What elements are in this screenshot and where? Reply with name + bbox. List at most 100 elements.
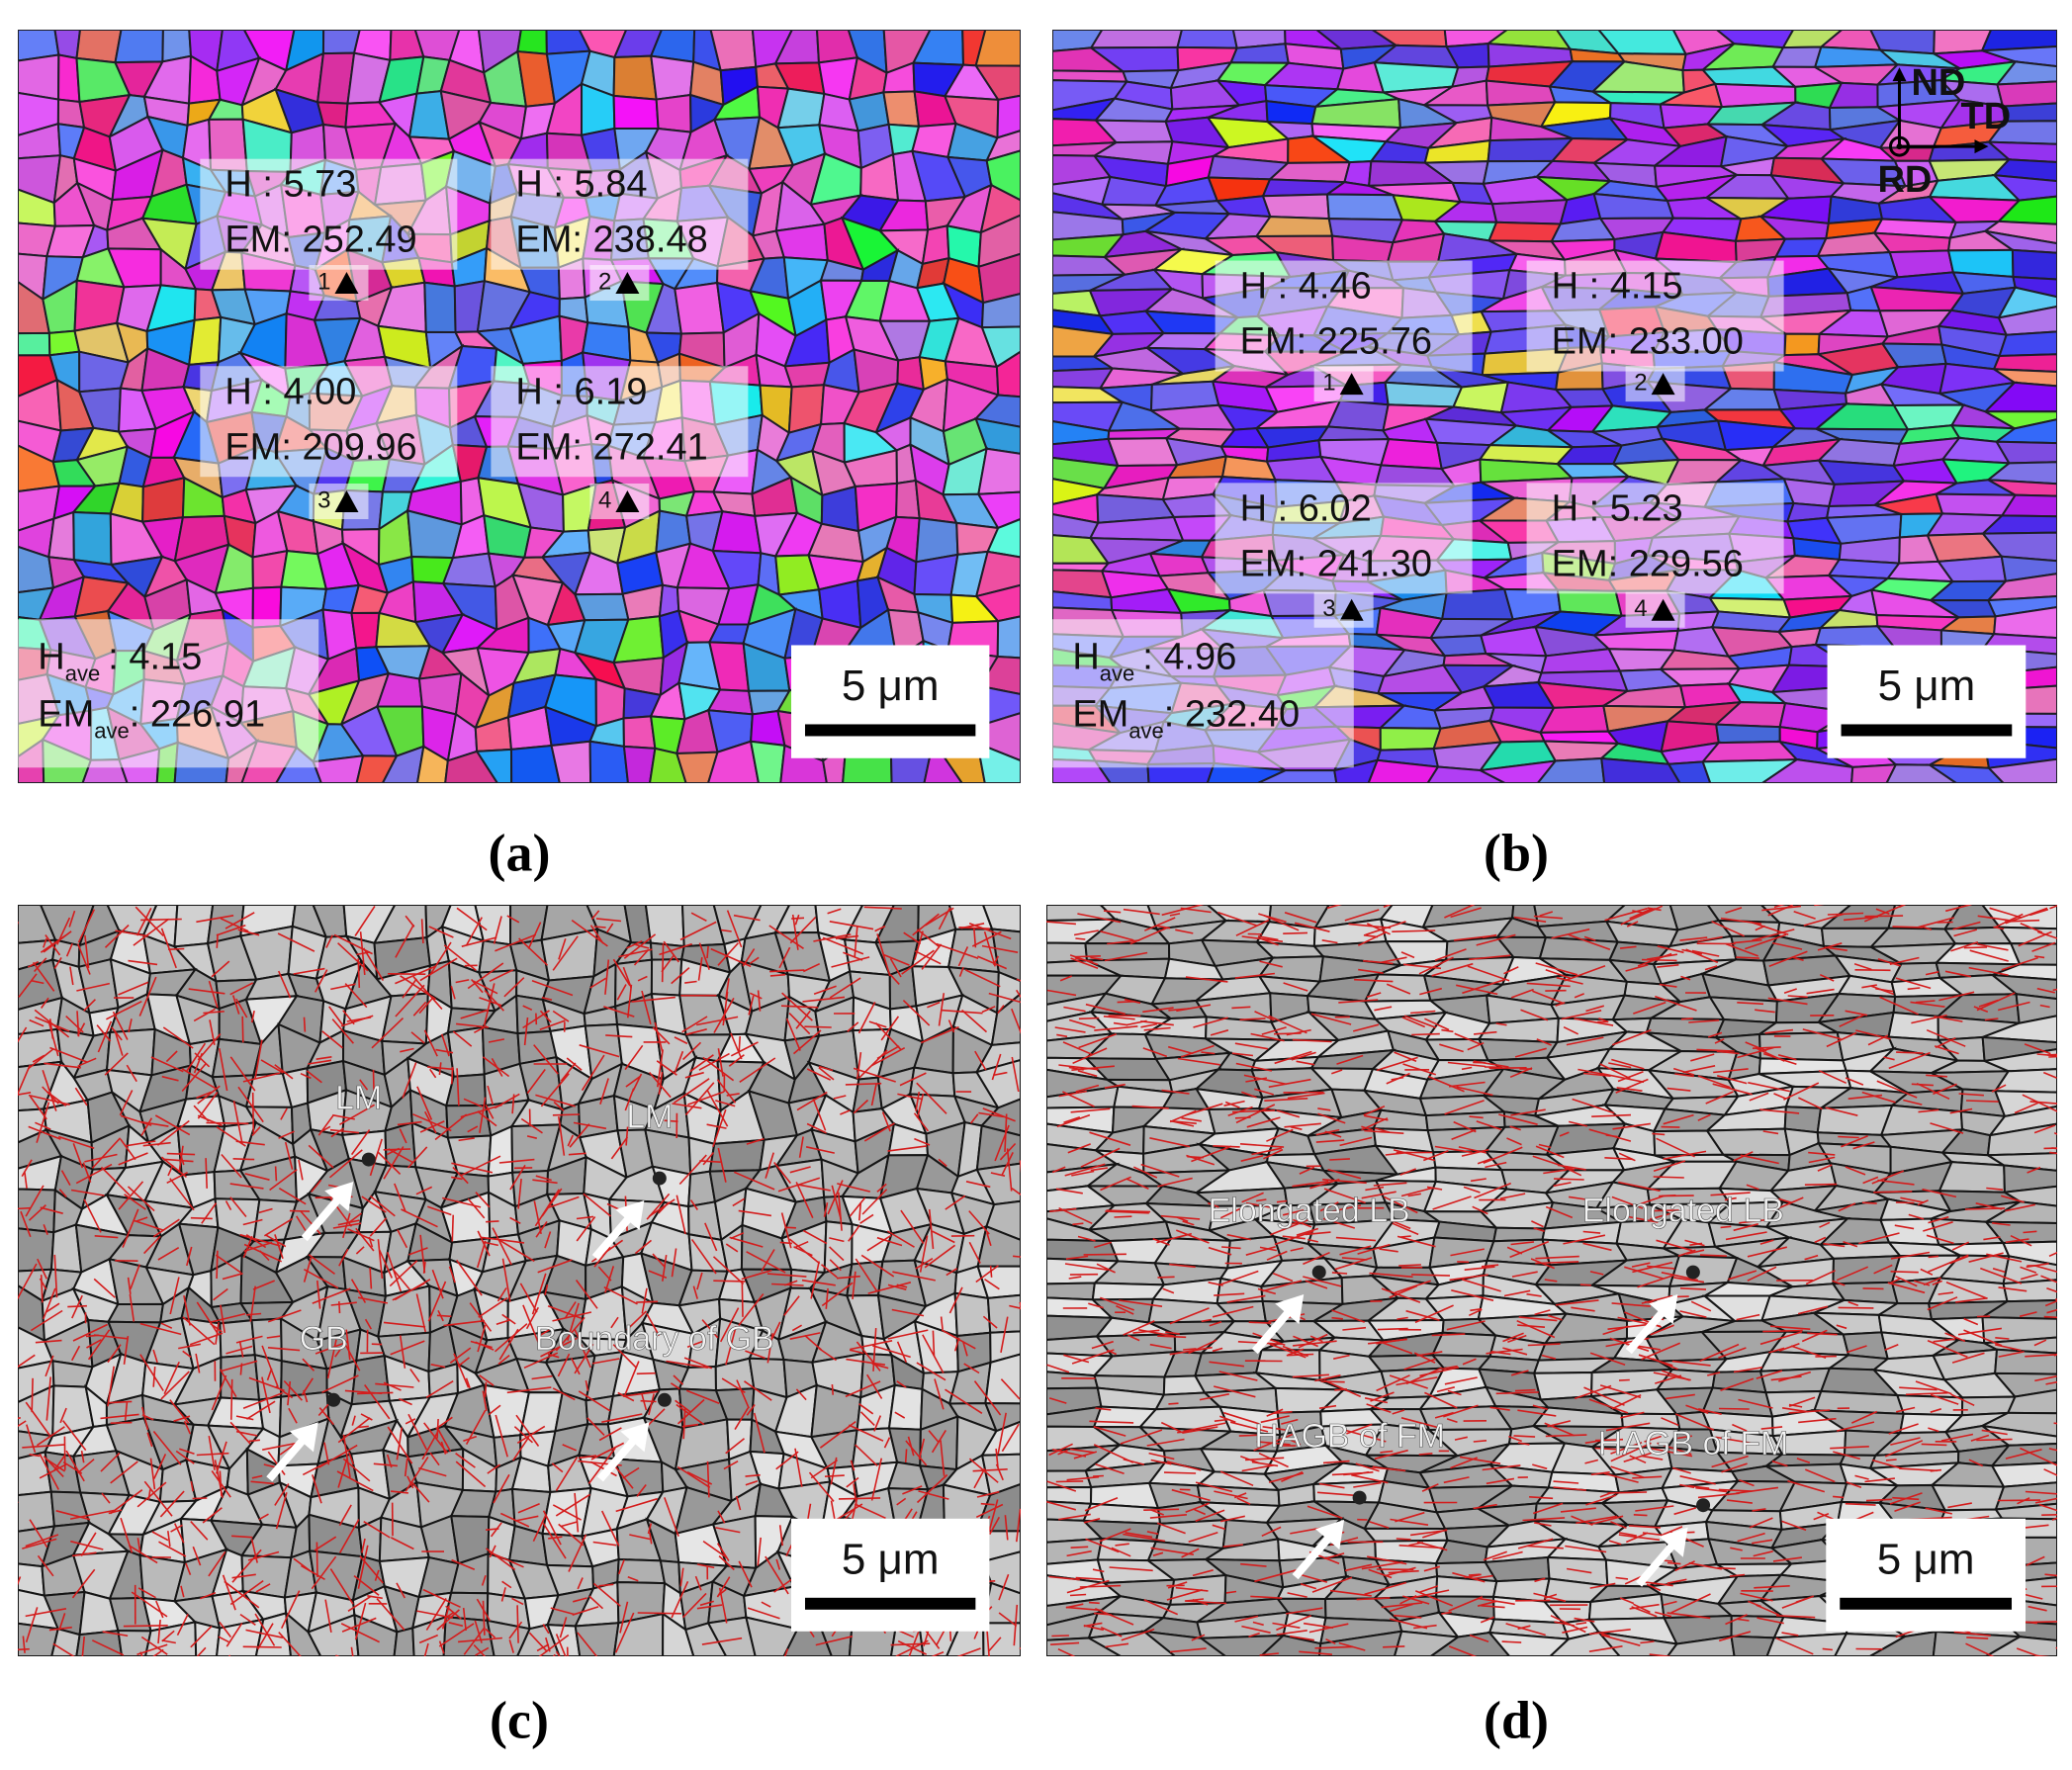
misorientation-line <box>71 1294 83 1319</box>
misorientation-line <box>1064 1163 1106 1177</box>
misorientation-line <box>1569 1120 1588 1127</box>
misorientation-line <box>93 1278 116 1298</box>
misorientation-line <box>62 1420 87 1452</box>
misorientation-line <box>258 1513 269 1521</box>
misorientation-line <box>1470 1178 1486 1183</box>
misorientation-line <box>115 929 148 937</box>
grain <box>1984 1152 2057 1172</box>
grain <box>188 315 223 367</box>
misorientation-line <box>1410 1010 1436 1015</box>
misorientation-line <box>452 1030 473 1047</box>
misorientation-line <box>590 1442 625 1460</box>
grain <box>745 1616 799 1656</box>
misorientation-line <box>785 1018 801 1051</box>
misorientation-line <box>501 1313 516 1325</box>
misorientation-line <box>186 1042 207 1072</box>
misorientation-line <box>412 1001 427 1017</box>
misorientation-line <box>649 1532 653 1545</box>
misorientation-line <box>725 1438 746 1455</box>
misorientation-line <box>683 1357 713 1370</box>
misorientation-line <box>991 1053 1002 1081</box>
grain <box>18 331 51 357</box>
misorientation-line <box>1156 1522 1186 1535</box>
misorientation-line <box>589 977 607 989</box>
misorientation-line <box>968 922 1012 940</box>
misorientation-line <box>1667 1578 1687 1584</box>
misorientation-line <box>165 1050 178 1063</box>
misorientation-line <box>202 1507 223 1524</box>
misorientation-line <box>338 1504 352 1527</box>
misorientation-line <box>167 1164 174 1177</box>
misorientation-line <box>902 1485 923 1495</box>
misorientation-line <box>1006 1148 1013 1192</box>
misorientation-line <box>1395 1280 1432 1294</box>
misorientation-line <box>192 1546 202 1566</box>
misorientation-line <box>1168 1402 1179 1405</box>
misorientation-line <box>796 1091 828 1111</box>
misorientation-line <box>1303 1251 1330 1266</box>
grain <box>1994 1481 2057 1511</box>
misorientation-line <box>344 983 368 1009</box>
grain <box>977 214 1021 269</box>
misorientation-line <box>647 1523 653 1535</box>
misorientation-line <box>211 960 230 978</box>
misorientation-line <box>579 1044 620 1058</box>
grain <box>1989 973 2057 1001</box>
misorientation-line <box>1182 1220 1195 1226</box>
misorientation-line <box>663 940 679 963</box>
grain <box>1993 418 2057 445</box>
misorientation-line <box>899 1072 927 1087</box>
misorientation-line <box>429 941 452 976</box>
misorientation-line <box>501 1580 512 1589</box>
misorientation-line <box>101 1492 111 1504</box>
misorientation-line <box>907 1436 915 1457</box>
misorientation-line <box>1152 1551 1164 1556</box>
misorientation-line <box>627 984 633 1018</box>
misorientation-line <box>778 946 791 969</box>
misorientation-line <box>1920 1268 1934 1276</box>
misorientation-line <box>916 1473 948 1504</box>
misorientation-line <box>2046 1308 2057 1314</box>
misorientation-line <box>190 1521 209 1541</box>
grain <box>1715 723 1781 745</box>
misorientation-line <box>29 1096 47 1120</box>
misorientation-line <box>1644 1435 1662 1443</box>
misorientation-line <box>183 1420 192 1435</box>
misorientation-line <box>1094 1241 1112 1249</box>
misorientation-line <box>889 974 900 985</box>
misorientation-line <box>1217 911 1257 927</box>
misorientation-line <box>2033 1339 2047 1347</box>
misorientation-line <box>1641 1580 1673 1587</box>
grain <box>1441 587 1515 621</box>
misorientation-line <box>328 1006 344 1025</box>
marker-box <box>309 484 369 520</box>
misorientation-line <box>430 1364 446 1369</box>
grain <box>1996 80 2057 108</box>
misorientation-line <box>574 1492 580 1533</box>
misorientation-line <box>238 1341 244 1358</box>
misorientation-line <box>492 1227 512 1266</box>
misorientation-line <box>1823 1242 1846 1248</box>
misorientation-line <box>819 1420 856 1449</box>
misorientation-line <box>659 942 692 956</box>
misorientation-line <box>392 1283 425 1301</box>
misorientation-line <box>438 1623 475 1647</box>
misorientation-line <box>716 1576 731 1598</box>
misorientation-line <box>1486 1477 1515 1485</box>
misorientation-line <box>535 1175 552 1182</box>
misorientation-line <box>1325 1637 1336 1645</box>
axis-head <box>1974 139 1989 154</box>
misorientation-line <box>213 1287 228 1301</box>
misorientation-line <box>494 1323 528 1353</box>
misorientation-line <box>671 966 690 985</box>
misorientation-line <box>225 912 255 929</box>
misorientation-line <box>1768 950 1808 968</box>
misorientation-line <box>2033 1124 2056 1134</box>
grain <box>980 292 1021 329</box>
misorientation-line <box>585 1379 589 1391</box>
misorientation-line <box>173 1523 185 1544</box>
misorientation-line <box>28 1048 53 1070</box>
misorientation-line <box>719 1307 740 1343</box>
misorientation-line <box>914 1137 931 1146</box>
grain <box>1932 1631 2024 1656</box>
